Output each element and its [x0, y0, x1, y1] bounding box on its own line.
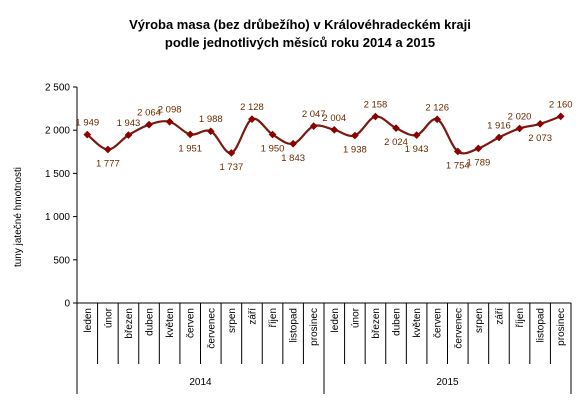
data-point [330, 125, 339, 134]
data-label: 2 098 [158, 105, 182, 116]
data-label: 1 754 [446, 160, 470, 171]
data-point [474, 144, 483, 153]
data-point [536, 119, 545, 128]
data-point [145, 120, 153, 129]
x-tick-label: listopad [536, 308, 547, 342]
data-point [495, 133, 503, 142]
data-label: 1 916 [487, 120, 511, 131]
data-label: 2 004 [322, 113, 346, 124]
x-tick-label: srpen [474, 308, 485, 333]
x-tick-label: září [247, 308, 258, 325]
x-tick-label: leden [83, 308, 94, 332]
y-tick-label: 1 000 [45, 212, 70, 223]
data-label: 1 943 [405, 144, 429, 155]
x-tick-label: květen [412, 308, 423, 337]
y-axis-label: tuny jatečné hmotnosti [13, 167, 24, 267]
x-tick-label: listopad [289, 308, 300, 342]
data-point [350, 131, 359, 140]
data-label: 2 064 [137, 108, 161, 119]
x-tick-label: leden [330, 308, 341, 332]
y-tick-label: 500 [53, 255, 70, 266]
chart-title-line-2: podle jednotlivých měsíců roku 2014 a 20… [165, 35, 435, 50]
y-tick-label: 1 500 [45, 169, 70, 180]
data-point [556, 112, 565, 121]
chart-title-line-1: Výroba masa (bez drůbežího) v Královéhra… [129, 17, 471, 32]
x-tick-label: duben [145, 308, 156, 336]
data-label: 1 950 [261, 144, 285, 155]
plot-area: 0 500 1 000 1 500 2 000 2 500 2014 2015 leden úno… [45, 83, 573, 394]
x-tick-label: říjen [268, 308, 279, 327]
data-label: 1 943 [117, 118, 141, 129]
data-label: 2 160 [549, 99, 573, 110]
data-point [186, 130, 195, 139]
data-point [103, 145, 112, 154]
x-tick-label: prosinec [309, 308, 320, 346]
x-tick-label: červen [433, 308, 444, 338]
data-point [433, 115, 442, 124]
data-label: 2 047 [302, 109, 326, 120]
data-label: 1 949 [75, 118, 99, 129]
data-point [165, 117, 174, 126]
data-point [309, 122, 318, 131]
data-label: 1 843 [281, 153, 305, 164]
data-point [453, 147, 462, 156]
data-label: 1 938 [343, 145, 367, 156]
x-tick-label: červen [186, 308, 197, 338]
data-label: 2 024 [384, 137, 408, 148]
data-point [515, 124, 524, 133]
data-label: 1 988 [199, 114, 223, 125]
y-tick-label: 0 [64, 299, 70, 310]
data-point [248, 115, 256, 124]
x-tick-label: únor [350, 307, 361, 328]
data-point [392, 124, 400, 133]
x-tick-label: duben [392, 308, 403, 336]
x-tick-label: březen [371, 308, 382, 339]
data-label: 1 789 [466, 157, 490, 168]
data-label: 2 128 [240, 102, 264, 113]
data-point [412, 131, 421, 140]
data-point [206, 127, 215, 136]
x-tick-label: červenec [206, 308, 217, 349]
data-point [227, 148, 236, 157]
y-tick-label: 2 000 [45, 126, 70, 137]
x-tick-label: prosinec [556, 308, 567, 346]
data-label: 2 073 [528, 133, 552, 144]
x-tick-label: září [494, 308, 505, 325]
data-label: 1 737 [219, 162, 243, 173]
data-point [371, 112, 380, 121]
x-tick-label: květen [165, 308, 176, 337]
data-label: 1 777 [96, 158, 120, 169]
data-label: 2 158 [364, 100, 388, 111]
year-label: 2014 [189, 377, 212, 388]
data-point [83, 130, 92, 139]
x-tick-label: říjen [515, 308, 526, 327]
data-label: 2 020 [508, 111, 532, 122]
data-point [124, 131, 133, 140]
x-tick-label: červenec [453, 308, 464, 349]
data-point [289, 139, 298, 148]
data-label: 1 951 [178, 143, 202, 154]
data-point [268, 130, 277, 139]
year-label: 2015 [436, 377, 459, 388]
y-tick-label: 2 500 [45, 83, 70, 94]
x-tick-label: březen [124, 308, 135, 339]
x-tick-label: srpen [227, 308, 238, 333]
data-label: 2 126 [425, 102, 449, 113]
x-tick-label: únor [103, 307, 114, 328]
